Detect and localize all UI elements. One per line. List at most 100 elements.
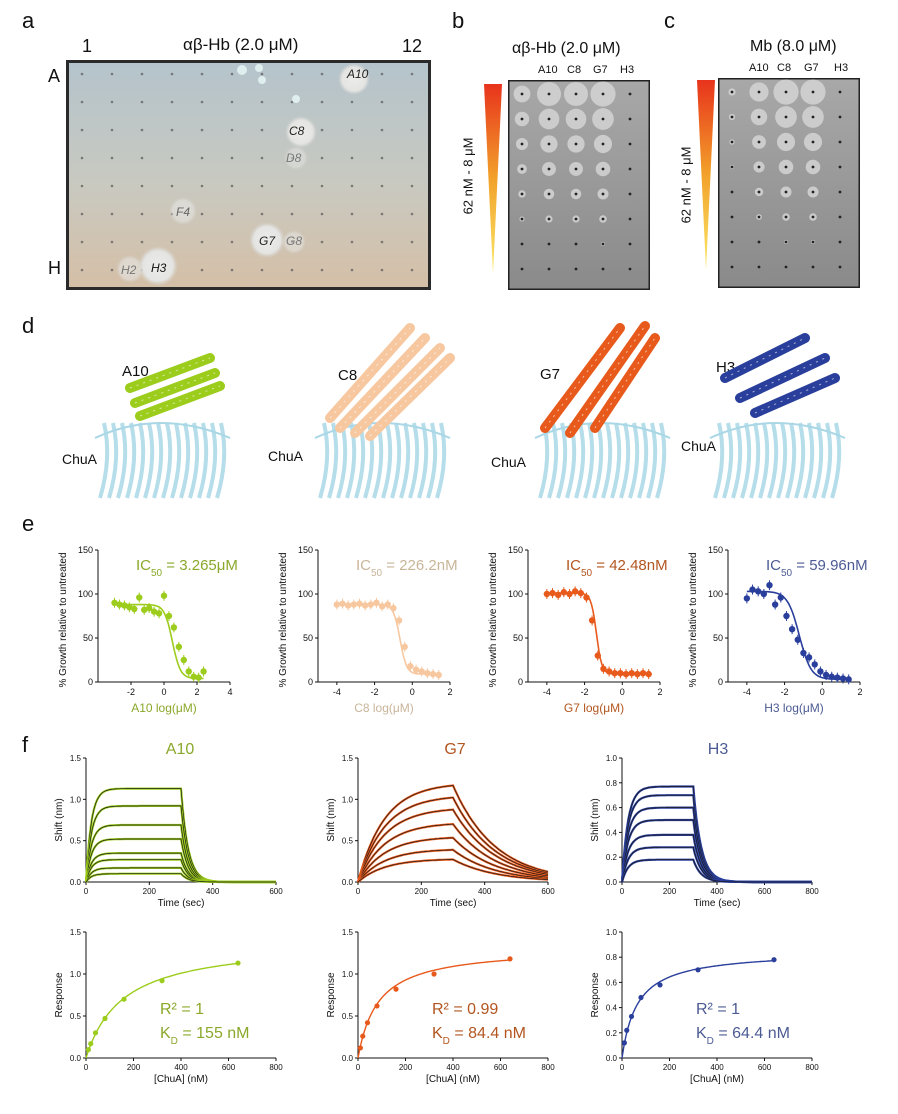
plate-a-well-dot: [140, 184, 144, 188]
chua-strand: [170, 422, 182, 499]
sensor-xtick-label: 600: [269, 887, 283, 896]
sensor-xtick-label: 400: [478, 887, 492, 896]
sensor-ytick-label: 0.0: [342, 878, 354, 887]
plate-a-well-dot: [170, 184, 174, 188]
plate-a-well-dot: [140, 240, 144, 244]
dose-point: [111, 599, 118, 606]
dose-point: [160, 592, 168, 599]
dose-point: [145, 604, 153, 612]
chua-strand: [381, 422, 393, 499]
plate-a-well-dot: [320, 156, 324, 160]
gradient-label-b: 62 nM - 8 μM: [460, 137, 476, 215]
structure-g7-receptor: ChuA: [491, 454, 527, 470]
plate-well-dot: [574, 267, 578, 271]
plate-a-well-dot: [140, 156, 144, 160]
plate-a-well-dot: [110, 240, 114, 244]
plate-well-dot: [784, 165, 788, 169]
plate-well-dot: [784, 190, 788, 194]
dose-point: [378, 603, 386, 610]
sensor-ytick-label: 0.5: [342, 837, 354, 846]
chua-strand: [803, 422, 815, 499]
dose-point: [817, 668, 824, 675]
sensorgram-fit: [357, 823, 549, 883]
plate-a-well-dot: [260, 268, 264, 272]
sensor-xtick-label: 200: [415, 887, 429, 896]
dose-point: [185, 668, 192, 675]
plate-a-well-dot: [410, 184, 414, 188]
binding-ytick-label: 0.0: [70, 1054, 82, 1063]
binding-point: [628, 1013, 635, 1020]
plate-a-well-dot: [290, 212, 294, 216]
ic50-label: IC50 = 226.2nM: [356, 557, 458, 579]
dose-point: [845, 676, 852, 683]
plate-a-well-dot: [80, 212, 84, 216]
dose-point: [800, 649, 807, 657]
binder-helix-c8: [350, 343, 445, 438]
well-h3-label: H3: [151, 261, 167, 275]
chua-strand: [417, 422, 429, 499]
chua-strand: [749, 422, 761, 499]
dose-point: [571, 588, 579, 595]
dose-xtick-label: 0: [410, 687, 415, 697]
sensorgram-fit: [85, 859, 276, 883]
dose-point: [136, 594, 143, 601]
plate-a-well-dot: [200, 156, 204, 160]
plate-a-well-dot: [410, 268, 414, 272]
dose-point: [170, 624, 178, 631]
well-g8-label: G8: [286, 234, 303, 248]
chua-strand: [776, 422, 788, 499]
dose-point: [429, 670, 437, 678]
binding-ylabel: Response: [326, 972, 337, 1017]
plate-a-well-dot: [350, 184, 354, 188]
plate-a-well-dot: [260, 100, 264, 104]
plate-a-col-last: 12: [402, 36, 423, 56]
binding-ytick-label: 0.0: [606, 1054, 618, 1063]
binding-xtick-label: 600: [758, 1063, 772, 1072]
dose-ytick-label: 50: [513, 633, 523, 643]
sensor-xtick-label: 200: [663, 887, 677, 896]
plate-well-dot: [757, 140, 761, 144]
plate-a-well-dot: [230, 240, 234, 244]
dose-xtick-label: 0: [820, 687, 825, 697]
chua-strand: [785, 422, 797, 499]
plate-well-dot: [811, 115, 815, 119]
dose-point: [131, 605, 138, 613]
dose-point: [628, 670, 635, 677]
dose-point: [195, 674, 202, 681]
plate-well-dot: [601, 92, 605, 96]
dose-point: [822, 671, 830, 679]
dose-point: [356, 600, 363, 607]
sensorgram-fit: [357, 837, 549, 883]
plate-well-dot: [757, 165, 761, 169]
plate-a-well-dot: [200, 212, 204, 216]
binding-xtick-label: 800: [805, 1063, 819, 1072]
chua-strand: [179, 422, 191, 499]
plate-a-well-dot: [230, 72, 234, 76]
dose-point: [121, 602, 128, 609]
dose-ytick-label: 100: [298, 589, 313, 599]
dose-ytick-label: 150: [508, 545, 523, 555]
structure-c8-label: C8: [338, 367, 358, 384]
gradient-label-c: 62 nM - 8 μM: [678, 146, 694, 224]
plate-a-well-dot: [170, 240, 174, 244]
chua-strand: [188, 422, 200, 499]
plate-a-well-dot: [110, 100, 114, 104]
plate-c-col-h3: H3: [834, 62, 849, 74]
well-f4-label: F4: [176, 205, 191, 219]
sensor-ytick-label: 0.2: [606, 853, 618, 862]
plate-well-dot: [520, 117, 524, 121]
chua-strand: [161, 422, 173, 499]
plate-well-dot: [520, 167, 524, 171]
plate-well-dot: [547, 267, 551, 271]
dose-xtick-label: -2: [371, 687, 379, 697]
plate-a-well-dot: [110, 128, 114, 132]
plate-well-dot: [811, 190, 815, 194]
plate-a-well-dot: [320, 184, 324, 188]
binding-point: [657, 982, 663, 988]
sensorgram-title: G7: [444, 741, 465, 758]
panel-label-f: f: [22, 732, 29, 757]
well-c8-label: C8: [289, 124, 305, 138]
dose-point: [743, 595, 751, 602]
chua-strand: [592, 422, 604, 499]
dose-response-panel: 0 50 100 150 -2 0 2 4 A10 log(μM) % Growth relati…: [58, 545, 868, 715]
